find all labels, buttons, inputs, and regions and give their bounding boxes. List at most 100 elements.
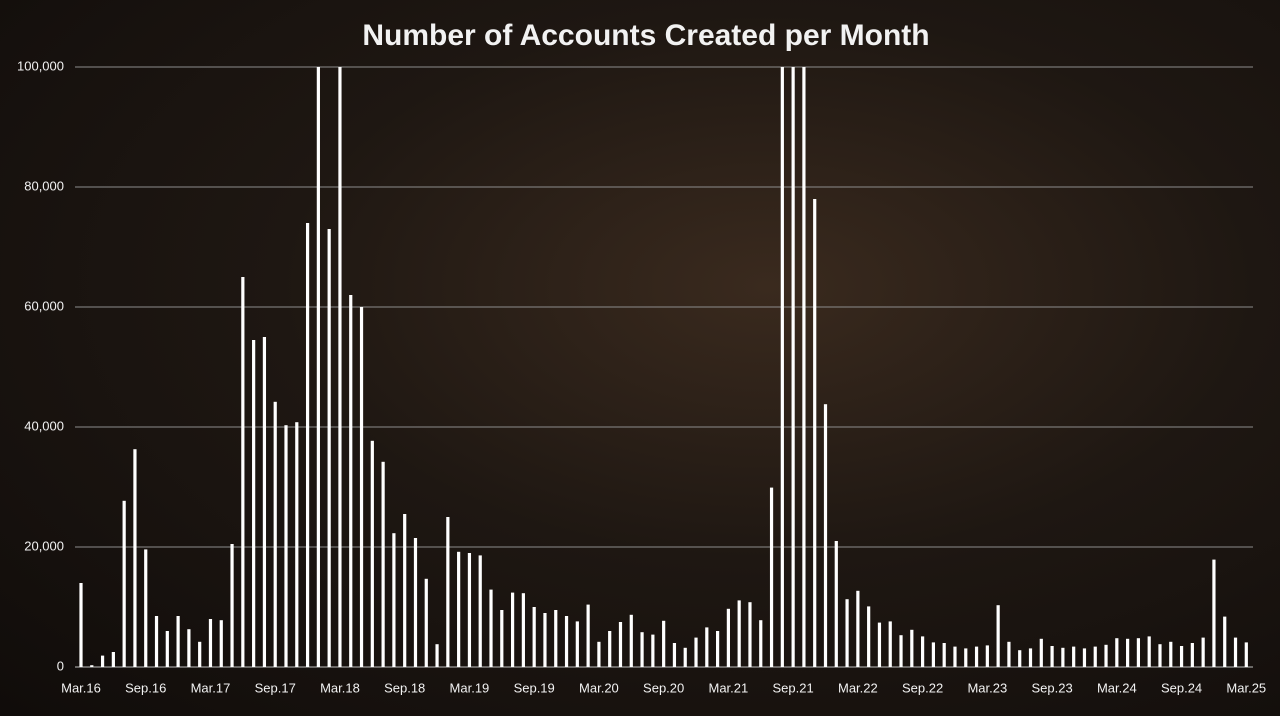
bar <box>1028 648 1033 667</box>
bar <box>1104 644 1108 667</box>
bar <box>586 604 590 667</box>
bar <box>198 641 202 667</box>
bar <box>996 605 1000 667</box>
y-tick-label: 80,000 <box>24 178 64 193</box>
bar <box>791 67 795 667</box>
bar <box>295 422 299 667</box>
bar <box>780 67 784 667</box>
bar <box>532 607 536 667</box>
bar <box>392 533 396 667</box>
bar <box>500 610 504 667</box>
bar <box>759 620 763 667</box>
bar <box>942 643 946 667</box>
bar <box>478 555 482 667</box>
x-tick-label: Sep.20 <box>643 680 684 695</box>
bar <box>327 229 331 667</box>
bar <box>424 578 428 667</box>
bar <box>705 627 709 667</box>
x-tick-label: Mar.16 <box>61 680 101 695</box>
bar <box>446 517 450 667</box>
bar <box>79 583 83 667</box>
x-tick-label: Mar.23 <box>967 680 1007 695</box>
x-tick-label: Sep.16 <box>125 680 166 695</box>
x-tick-label: Mar.20 <box>579 680 619 695</box>
x-tick-label: Sep.21 <box>773 680 814 695</box>
x-tick-label: Sep.23 <box>1031 680 1072 695</box>
bar <box>133 449 137 667</box>
bar <box>1007 641 1011 667</box>
bar <box>694 637 698 667</box>
bar <box>489 589 493 667</box>
bar <box>435 644 439 667</box>
bar <box>122 500 126 667</box>
bar <box>1050 646 1054 667</box>
bar <box>1147 636 1151 667</box>
bar <box>921 636 925 667</box>
bar <box>618 622 623 667</box>
y-tick-label: 100,000 <box>17 58 64 73</box>
bar <box>176 616 180 667</box>
y-tick-label: 20,000 <box>24 538 64 553</box>
bar <box>1190 643 1194 667</box>
bar <box>241 277 245 667</box>
bar <box>273 401 277 667</box>
bar <box>521 593 525 667</box>
bar <box>1126 638 1130 667</box>
bar <box>370 440 374 667</box>
bar <box>985 645 989 667</box>
bar <box>823 404 828 667</box>
bar <box>715 631 720 667</box>
bar <box>359 307 364 667</box>
bar <box>834 541 838 667</box>
bar <box>262 337 267 667</box>
bar <box>100 655 105 667</box>
x-tick-label: Mar.25 <box>1226 680 1266 695</box>
x-tick-label: Sep.22 <box>902 680 943 695</box>
x-tick-label: Sep.19 <box>514 680 555 695</box>
bar <box>748 602 752 667</box>
x-tick-label: Sep.18 <box>384 680 425 695</box>
bar <box>349 295 353 667</box>
bar <box>899 635 903 667</box>
bar <box>219 620 223 667</box>
bar <box>1018 650 1022 667</box>
bar <box>640 632 644 667</box>
bar <box>403 514 407 667</box>
bar <box>554 610 558 667</box>
bar <box>877 622 882 667</box>
x-tick-label: Sep.24 <box>1161 680 1202 695</box>
bar <box>1201 637 1205 667</box>
bar <box>597 641 601 667</box>
bar <box>867 606 871 667</box>
bar <box>1233 637 1238 667</box>
x-tick-label: Mar.18 <box>320 680 360 695</box>
bar <box>467 553 472 667</box>
bar <box>1136 638 1141 667</box>
bar <box>316 67 320 667</box>
bar <box>413 538 418 667</box>
x-tick-label: Mar.24 <box>1097 680 1137 695</box>
bar <box>726 608 730 667</box>
y-tick-label: 40,000 <box>24 418 64 433</box>
bar <box>1223 616 1227 667</box>
bar <box>931 642 935 667</box>
bar <box>888 621 892 667</box>
bar <box>381 461 385 667</box>
bar <box>154 616 159 667</box>
bar <box>1115 638 1119 667</box>
bar <box>629 614 633 667</box>
y-tick-label: 60,000 <box>24 298 64 313</box>
bar <box>856 590 860 667</box>
bar <box>910 629 914 667</box>
bar <box>457 551 461 667</box>
bar <box>90 665 94 667</box>
bar <box>802 67 806 667</box>
bar <box>510 592 515 667</box>
bar <box>338 67 342 667</box>
bar <box>230 544 234 667</box>
x-tick-label: Mar.22 <box>838 680 878 695</box>
bar <box>575 621 579 667</box>
bar <box>208 619 213 667</box>
